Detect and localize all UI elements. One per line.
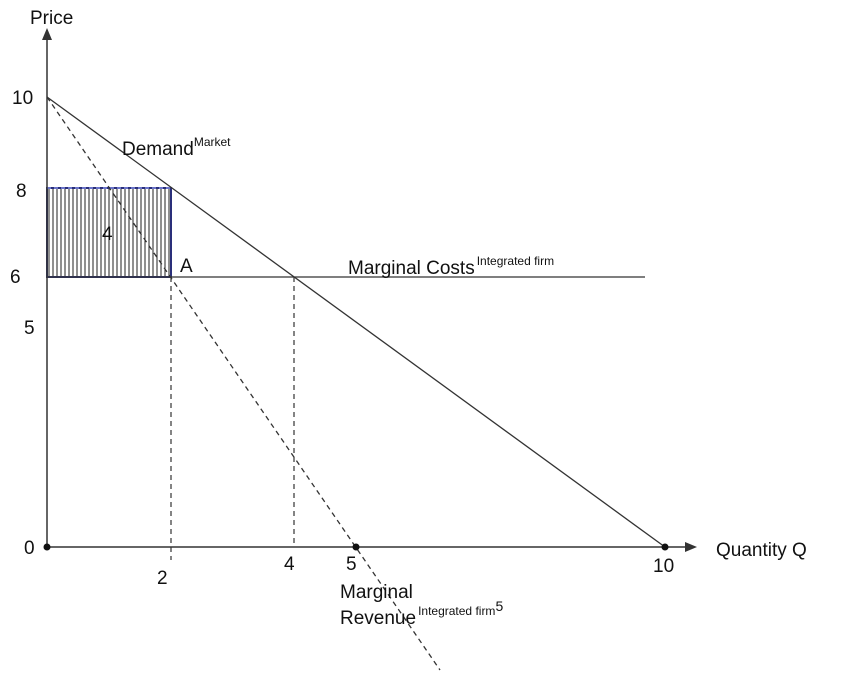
marginal-revenue-label: Marginal [340, 582, 413, 603]
footnote: 5 [495, 598, 503, 614]
x-tick-label: 2 [157, 568, 168, 589]
y-tick-label: 8 [16, 181, 27, 202]
y-tick-label: 5 [24, 318, 35, 339]
x-tick-label: 4 [284, 554, 295, 575]
point [43, 543, 51, 551]
area-label: 4 [102, 224, 113, 245]
superscript: Market [194, 135, 231, 149]
point [661, 543, 669, 551]
marginal-revenue-label: Revenue Integrated firm5 [340, 598, 503, 629]
demand-label: DemandMarket [122, 135, 231, 160]
marginal-cost-label: Marginal Costs Integrated firm [348, 254, 554, 279]
y-tick-label: 0 [24, 538, 35, 559]
point [352, 543, 360, 551]
label: Revenue [340, 608, 416, 629]
label: Marginal Costs [348, 258, 475, 279]
y-tick-label: 10 [12, 88, 33, 109]
y-axis-label: Price [30, 8, 73, 29]
label: Demand [122, 139, 194, 160]
demand-line [46, 96, 666, 548]
x-axis-arrow [685, 542, 697, 552]
superscript: Integrated firm [418, 604, 495, 618]
marginal-revenue-line [46, 96, 441, 671]
profit-area [46, 187, 172, 278]
superscript: Integrated firm [477, 254, 554, 268]
y-axis-arrow [42, 28, 52, 40]
x-axis-label: Quantity Q [716, 540, 807, 561]
point-label: A [180, 256, 193, 277]
y-tick-label: 6 [10, 267, 21, 288]
x-tick-label: 5 [346, 554, 357, 575]
x-tick-label: 10 [653, 556, 674, 577]
